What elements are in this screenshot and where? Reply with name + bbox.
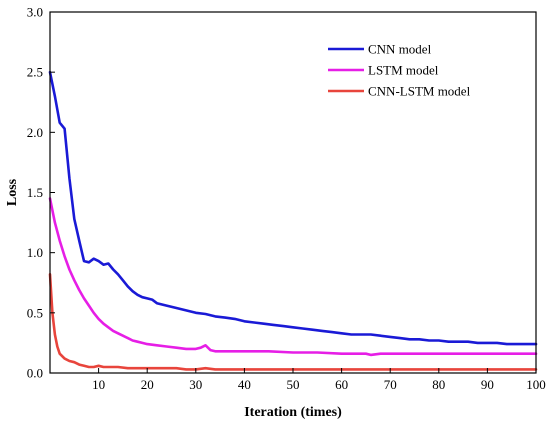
- x-tick-label: 40: [238, 377, 251, 392]
- y-tick-label: 3.0: [27, 5, 43, 20]
- x-tick-label: 80: [432, 377, 445, 392]
- y-tick-label: 1.5: [27, 185, 43, 200]
- x-tick-label: 90: [481, 377, 494, 392]
- y-tick-label: 2.5: [27, 65, 43, 80]
- x-tick-label: 60: [335, 377, 348, 392]
- y-tick-label: 2.0: [27, 125, 43, 140]
- x-tick-label: 10: [92, 377, 105, 392]
- series-line-1: [48, 70, 538, 346]
- series-line-3: [48, 272, 538, 371]
- ticks-layer: 10 20 30 40 50 60 70 80 90 100 0.0 0.5 1.0 1.5 2.0 2.5 3…: [27, 5, 546, 393]
- x-tick-label: 30: [189, 377, 202, 392]
- x-axis-title: Iteration (times): [244, 405, 342, 420]
- y-tick-label: 1.0: [27, 245, 43, 260]
- y-axis-title: Loss: [5, 178, 20, 206]
- series-line-2: [48, 197, 538, 357]
- legend-label-1: CNN model: [368, 42, 432, 57]
- legend-label-3: CNN-LSTM model: [368, 84, 471, 99]
- x-tick-label: 20: [141, 377, 154, 392]
- x-tick-label: 100: [526, 377, 546, 392]
- y-tick-label: 0.0: [27, 366, 43, 381]
- plot-frame: [49, 11, 537, 374]
- axes-layer: [49, 11, 537, 374]
- x-tick-label: 50: [287, 377, 300, 392]
- legend: CNN model LSTM model CNN-LSTM model: [328, 42, 471, 99]
- x-tick-label: 70: [384, 377, 397, 392]
- series-layer: [48, 70, 538, 371]
- legend-label-2: LSTM model: [368, 63, 439, 78]
- y-tick-label: 0.5: [27, 305, 43, 320]
